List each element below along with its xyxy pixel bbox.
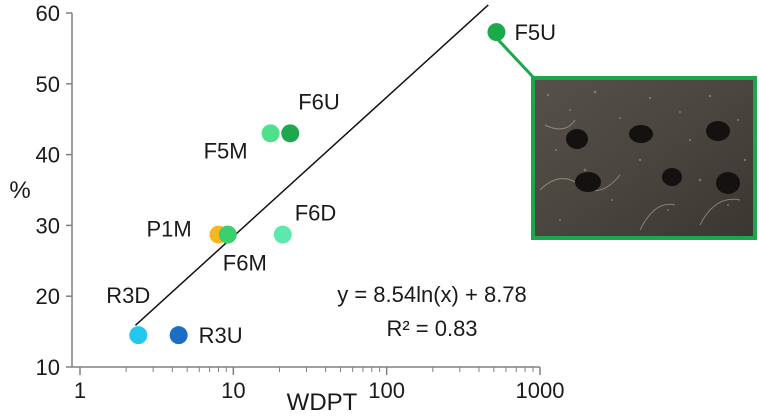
soil-aggregate-photo <box>487 28 757 240</box>
y-tick-group: 10 20 30 40 50 60 <box>36 1 72 380</box>
point-label-f6m: F6M <box>223 251 267 276</box>
y-tick-label: 40 <box>36 143 60 168</box>
y-tick-label: 10 <box>36 355 60 380</box>
x-tick-group: 1 10 100 1000 <box>74 367 565 403</box>
trend-r-squared: R² = 0.83 <box>386 316 477 341</box>
y-tick-label: 60 <box>36 1 60 26</box>
trendline <box>134 4 489 326</box>
point-label-f5u: F5U <box>514 20 556 45</box>
x-axis-title: WDPT <box>287 389 358 416</box>
point-f5u <box>487 23 506 42</box>
point-label-f5m: F5M <box>204 138 248 163</box>
y-tick-label: 30 <box>36 213 60 238</box>
point-r3u <box>169 326 188 345</box>
point-f5m <box>261 124 280 143</box>
point-f6u <box>281 124 300 143</box>
trend-equation: y = 8.54ln(x) + 8.78 <box>337 282 527 307</box>
point-f6m <box>218 225 237 244</box>
inset-aggregates <box>566 121 740 194</box>
y-axis-title: % <box>9 177 30 204</box>
point-label-f6d: F6D <box>295 201 337 226</box>
point-r3d <box>129 326 148 345</box>
y-tick-label: 20 <box>36 284 60 309</box>
x-tick-label: 10 <box>221 378 245 403</box>
inset-soil-texture <box>535 80 753 236</box>
points-group: R3D R3U P1M F6M F6D F5M F6U F5U <box>106 20 556 348</box>
x-tick-label: 1000 <box>516 378 565 403</box>
point-f6d <box>273 225 292 244</box>
point-label-r3d: R3D <box>106 283 150 308</box>
point-label-f6u: F6U <box>298 89 340 114</box>
x-tick-label: 1 <box>74 378 86 403</box>
y-tick-label: 50 <box>36 72 60 97</box>
x-tick-label: 100 <box>368 378 405 403</box>
point-label-r3u: R3U <box>199 323 243 348</box>
point-label-p1m: P1M <box>146 217 191 242</box>
inset-specks <box>546 90 747 221</box>
